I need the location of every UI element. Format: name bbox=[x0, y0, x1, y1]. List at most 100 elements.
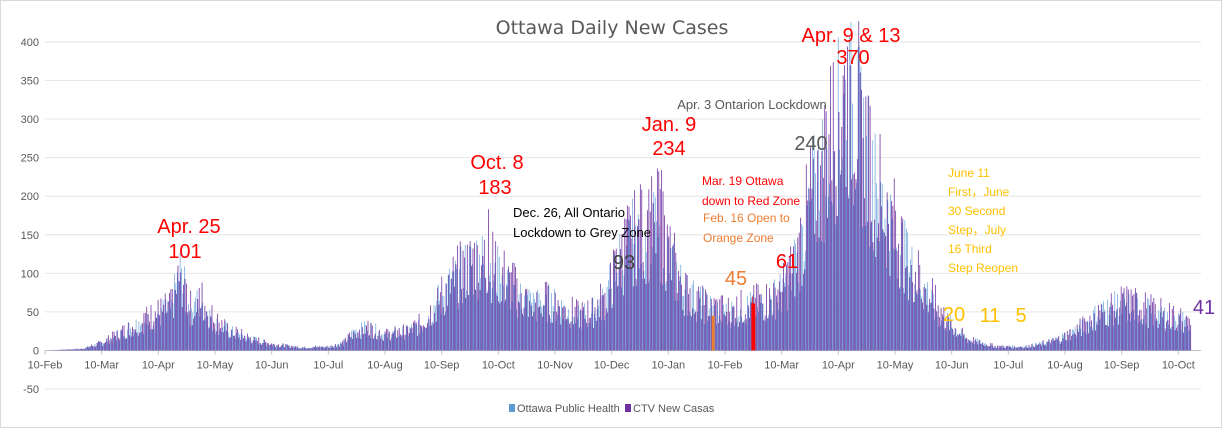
bar-ctv-new-cases bbox=[224, 319, 225, 350]
bar-ottawa-public-health bbox=[1147, 298, 1148, 350]
bar-ctv-new-cases bbox=[748, 305, 749, 350]
bar-ctv-new-cases bbox=[1175, 330, 1176, 350]
bar-ottawa-public-health bbox=[1011, 347, 1012, 350]
bar-ctv-new-cases bbox=[481, 265, 482, 350]
bar-ottawa-public-health bbox=[405, 335, 406, 350]
bar-ottawa-public-health bbox=[290, 347, 291, 350]
bar-ctv-new-cases bbox=[314, 347, 315, 350]
bar-ottawa-public-health bbox=[88, 346, 89, 351]
bar-ctv-new-cases bbox=[1048, 339, 1049, 350]
bar-ottawa-public-health bbox=[180, 253, 181, 351]
bar-ottawa-public-health bbox=[1052, 339, 1053, 351]
bar-ottawa-public-health bbox=[327, 346, 328, 350]
bar-ottawa-public-health bbox=[1190, 330, 1191, 351]
bar-ctv-new-cases bbox=[751, 302, 752, 351]
bar-ottawa-public-health bbox=[744, 320, 745, 351]
bar-ottawa-public-health bbox=[239, 334, 240, 350]
bar-ottawa-public-health bbox=[387, 338, 388, 350]
bar-ottawa-public-health bbox=[66, 349, 67, 350]
bar-ctv-new-cases bbox=[1081, 336, 1082, 350]
bar-ottawa-public-health bbox=[190, 326, 191, 350]
bar-ottawa-public-health bbox=[611, 288, 612, 350]
bar-ottawa-public-health bbox=[624, 275, 625, 350]
bar-ctv-new-cases bbox=[728, 298, 729, 351]
bar-ottawa-public-health bbox=[871, 223, 872, 351]
bar-ctv-new-cases bbox=[278, 344, 279, 350]
bar-ottawa-public-health bbox=[351, 331, 352, 350]
bar-ottawa-public-health bbox=[222, 328, 223, 351]
bar-ctv-new-cases bbox=[328, 348, 329, 351]
x-tick-label: 10-Apr bbox=[142, 359, 175, 371]
bar-ottawa-public-health bbox=[191, 309, 192, 351]
bar-ctv-new-cases bbox=[1134, 294, 1135, 351]
bar-ctv-new-cases bbox=[732, 307, 733, 351]
bar-ottawa-public-health bbox=[958, 335, 959, 350]
bar-ottawa-public-health bbox=[617, 273, 618, 351]
bar-ottawa-public-health bbox=[980, 340, 981, 350]
bar-ctv-new-cases bbox=[254, 337, 255, 350]
x-tick-label: 10-Jul bbox=[993, 359, 1023, 371]
bar-ottawa-public-health bbox=[322, 347, 323, 350]
bar-ctv-new-cases bbox=[1117, 309, 1118, 350]
bar-ctv-new-cases bbox=[881, 206, 882, 350]
bar-ottawa-public-health bbox=[600, 300, 601, 351]
bar-ottawa-public-health bbox=[95, 344, 96, 350]
bar-ctv-new-cases bbox=[734, 307, 735, 351]
bar-ottawa-public-health bbox=[1168, 325, 1169, 351]
bar-ottawa-public-health bbox=[514, 285, 515, 351]
bar-ctv-new-cases bbox=[562, 308, 563, 351]
bar-ottawa-public-health bbox=[96, 346, 97, 351]
bar-ctv-new-cases bbox=[956, 337, 957, 351]
bar-ctv-new-cases bbox=[1100, 310, 1101, 350]
bar-ctv-new-cases bbox=[871, 221, 872, 350]
y-tick-label: -50 bbox=[23, 384, 39, 396]
bar-ottawa-public-health bbox=[971, 341, 972, 351]
bar-ottawa-public-health bbox=[916, 293, 917, 350]
bar-ottawa-public-health bbox=[86, 347, 87, 350]
bar-ctv-new-cases bbox=[291, 346, 292, 351]
bar-ctv-new-cases bbox=[223, 332, 224, 350]
bar-ottawa-public-health bbox=[1088, 320, 1089, 350]
bar-ctv-new-cases bbox=[586, 323, 587, 351]
bar-ctv-new-cases bbox=[312, 348, 313, 351]
bar-ottawa-public-health bbox=[1122, 314, 1123, 350]
bar-ctv-new-cases bbox=[214, 324, 215, 351]
bar-ottawa-public-health bbox=[195, 298, 196, 351]
bar-ctv-new-cases bbox=[848, 198, 849, 350]
bar-ottawa-public-health bbox=[761, 294, 762, 350]
bar-ctv-new-cases bbox=[1039, 344, 1040, 351]
bar-ctv-new-cases bbox=[990, 343, 991, 350]
bar-ottawa-public-health bbox=[705, 324, 706, 350]
bar-ctv-new-cases bbox=[366, 325, 367, 350]
bar-ctv-new-cases bbox=[921, 299, 922, 351]
bar-ottawa-public-health bbox=[956, 329, 957, 350]
bar-ctv-new-cases bbox=[684, 316, 685, 351]
bar-ctv-new-cases bbox=[471, 266, 472, 351]
bar-ctv-new-cases bbox=[558, 300, 559, 350]
bar-ottawa-public-health bbox=[510, 310, 511, 351]
bar-ottawa-public-health bbox=[221, 332, 222, 350]
bar-ottawa-public-health bbox=[734, 326, 735, 351]
bar-ottawa-public-health bbox=[472, 264, 473, 350]
bar-ottawa-public-health bbox=[876, 183, 877, 350]
bar-ottawa-public-health bbox=[575, 323, 576, 350]
bar-ottawa-public-health bbox=[842, 158, 843, 351]
bar-ctv-new-cases bbox=[865, 97, 866, 351]
bar-ctv-new-cases bbox=[675, 253, 676, 351]
bar-ottawa-public-health bbox=[100, 342, 101, 350]
legend-label: Ottawa Public Health bbox=[517, 403, 620, 415]
bar-ctv-new-cases bbox=[531, 305, 532, 350]
bar-ctv-new-cases bbox=[709, 316, 710, 351]
bar-ctv-new-cases bbox=[929, 299, 930, 351]
bar-ottawa-public-health bbox=[394, 331, 395, 351]
bar-ottawa-public-health bbox=[1130, 322, 1131, 351]
bar-ottawa-public-health bbox=[1188, 331, 1189, 351]
bar-ottawa-public-health bbox=[232, 326, 233, 350]
annotation-apr3-label: Apr. 3 Ontarion Lockdown bbox=[677, 97, 827, 112]
bar-ottawa-public-health bbox=[556, 321, 557, 350]
bar-ctv-new-cases bbox=[525, 289, 526, 350]
bar-ottawa-public-health bbox=[123, 336, 124, 350]
bar-ctv-new-cases bbox=[799, 233, 800, 351]
bar-ottawa-public-health bbox=[76, 349, 77, 350]
bar-ottawa-public-health bbox=[790, 274, 791, 350]
